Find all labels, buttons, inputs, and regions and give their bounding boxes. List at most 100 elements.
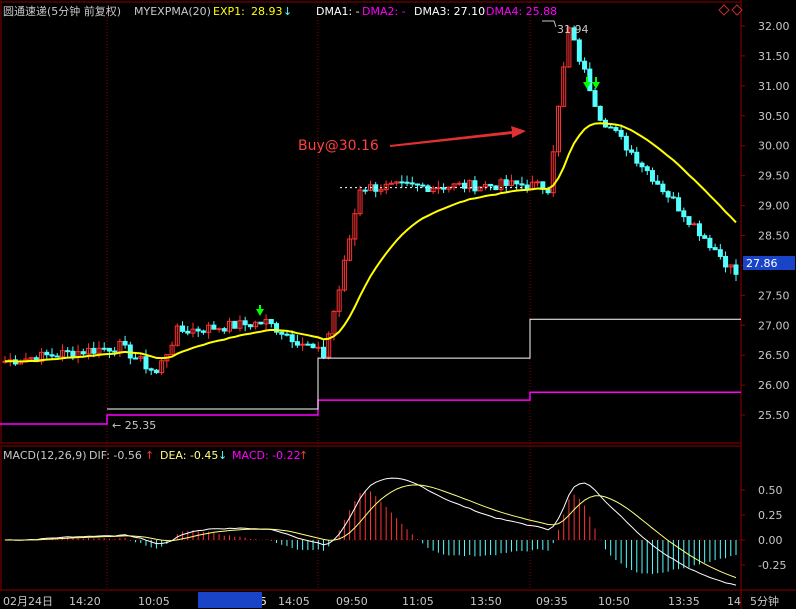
candle-body [399, 181, 405, 184]
candle [211, 321, 217, 330]
candle [274, 321, 280, 335]
candle [566, 26, 572, 68]
candle [341, 255, 347, 292]
candle [696, 220, 702, 241]
low-label: ← 25.35 [112, 419, 156, 432]
candle [106, 347, 112, 359]
candle-body [723, 255, 729, 268]
diamond-icon-2[interactable] [731, 4, 743, 16]
candle-body [696, 223, 702, 237]
time-label: 14 [727, 595, 741, 608]
candle-body [180, 325, 186, 332]
candle-body [388, 182, 394, 185]
macd-tick-label: 0.50 [758, 484, 783, 497]
exp1-arrow-icon: ↓ [283, 5, 292, 18]
candle [477, 186, 483, 192]
candle [456, 181, 462, 186]
candle-body [461, 182, 467, 189]
candle-body [681, 210, 687, 218]
candle-body [524, 184, 530, 190]
high-label: 31.94 [557, 23, 589, 36]
candle-body [623, 135, 629, 151]
candle-body [508, 180, 514, 186]
candle [404, 175, 410, 187]
candle [268, 318, 274, 328]
candle-body [289, 334, 295, 343]
price-tick-label: 29.00 [758, 200, 790, 213]
period-label[interactable]: 5分钟 [750, 594, 779, 608]
candle-body [112, 350, 118, 353]
candles[interactable] [2, 25, 739, 376]
candle-body [357, 189, 363, 215]
candle-body [477, 186, 483, 192]
exp1-value: 28.93 [251, 5, 283, 18]
time-label: 09:50 [336, 595, 368, 608]
candle [185, 325, 191, 336]
window-toggle-icons[interactable] [718, 4, 743, 16]
candle [326, 331, 332, 360]
candle-body [80, 351, 86, 355]
candle [498, 177, 504, 193]
buy-label: Buy@30.16 [298, 138, 379, 154]
candle [482, 180, 488, 191]
candle [681, 207, 687, 223]
candle-body [138, 356, 144, 359]
candle [122, 335, 128, 349]
candle-body [441, 187, 447, 190]
candle [237, 315, 243, 332]
time-label: 11:05 [402, 595, 434, 608]
time-label: 10:50 [598, 595, 630, 608]
candle [373, 181, 379, 198]
candle-body [169, 344, 175, 356]
candle-body [200, 330, 206, 333]
candle [649, 167, 655, 185]
candle [368, 180, 373, 192]
candle-body [488, 183, 494, 187]
candle [336, 285, 342, 318]
candle-body [274, 323, 280, 333]
price-tick-label: 28.50 [758, 229, 790, 242]
candle-body [555, 105, 561, 153]
time-label: 02月24日 [3, 595, 53, 608]
candle-body [65, 350, 71, 353]
candle [514, 180, 520, 190]
price-tick-label: 30.00 [758, 140, 790, 153]
candle-body [613, 127, 619, 131]
price-tick-label: 27.00 [758, 319, 790, 332]
candle [305, 341, 311, 346]
candle-body [247, 324, 253, 328]
candle-body [258, 321, 264, 325]
candle [200, 329, 206, 335]
candle-body [561, 66, 567, 107]
candle-body [133, 357, 139, 360]
candle-body [702, 235, 708, 239]
candle-body [284, 333, 290, 336]
candle-body [321, 346, 327, 358]
candle-body [300, 343, 306, 346]
candle-body [143, 356, 149, 370]
candle [414, 183, 420, 192]
candle [180, 321, 186, 333]
candle [592, 88, 598, 107]
candle-body [336, 289, 342, 312]
candle [519, 176, 525, 192]
candle [707, 234, 713, 251]
candle-body [712, 247, 718, 251]
candle-body [728, 264, 734, 268]
candle [101, 342, 107, 352]
diamond-icon[interactable] [718, 4, 730, 16]
candle [65, 347, 71, 358]
macd-panel[interactable] [1, 477, 741, 586]
candle [206, 322, 212, 339]
candle [174, 323, 180, 347]
current-price-box [743, 256, 795, 270]
candle [112, 347, 118, 357]
macd-name: MACD(12,26,9) [3, 449, 87, 462]
candle-body [232, 320, 238, 329]
time-label: 14:05 [278, 595, 310, 608]
candle-body [592, 90, 598, 107]
candle [508, 174, 514, 187]
candle [159, 357, 165, 375]
candle-body [368, 184, 373, 191]
